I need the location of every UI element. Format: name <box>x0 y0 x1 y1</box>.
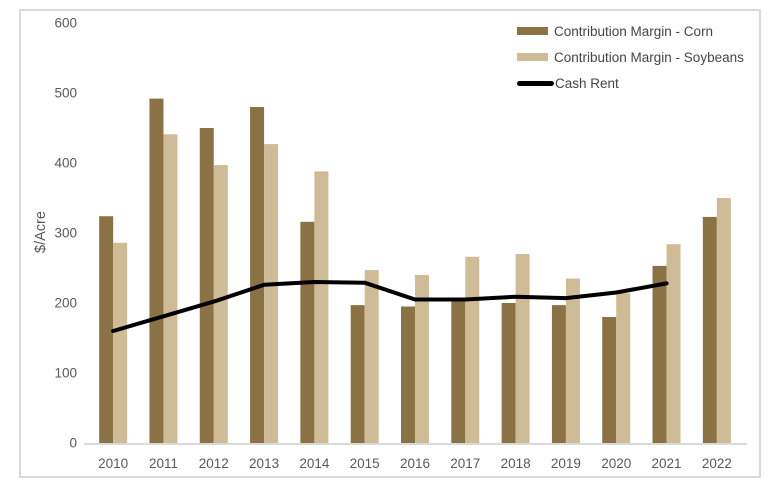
cash-rent-legend-line-icon <box>517 80 554 86</box>
x-axis-label: 2013 <box>249 456 279 471</box>
legend-item-corn: Contribution Margin - Corn <box>517 18 744 44</box>
bar-corn-2014 <box>300 221 315 443</box>
bar-soybeans-2011 <box>163 134 178 444</box>
bar-soybeans-2014 <box>314 171 329 443</box>
bar-soybeans-2013 <box>264 144 279 443</box>
bar-corn-2012 <box>199 128 214 443</box>
y-tick-label: 300 <box>54 226 77 241</box>
bar-corn-2018 <box>501 303 516 443</box>
x-axis-label: 2022 <box>702 456 732 471</box>
x-axis-label: 2020 <box>601 456 631 471</box>
legend-label-corn: Contribution Margin - Corn <box>554 23 714 39</box>
x-axis-label: 2011 <box>149 456 178 471</box>
y-tick-label: 100 <box>54 366 77 381</box>
bar-soybeans-2021 <box>666 244 681 443</box>
bar-soybeans-2015 <box>364 270 379 443</box>
bar-soybeans-2020 <box>616 293 631 443</box>
legend-item-cash-rent: Cash Rent <box>517 70 744 96</box>
legend-label-cash-rent: Cash Rent <box>555 75 619 91</box>
bar-corn-2015 <box>350 305 365 443</box>
bar-corn-2010 <box>99 216 114 443</box>
soybeans-legend-swatch-icon <box>517 53 548 61</box>
bar-corn-2016 <box>401 306 415 443</box>
corn-legend-swatch-icon <box>517 27 548 35</box>
bar-corn-2019 <box>551 305 566 443</box>
x-axis-label: 2018 <box>501 456 531 471</box>
y-tick-label: 500 <box>54 86 77 101</box>
bar-soybeans-2010 <box>113 242 128 443</box>
bar-soybeans-2012 <box>213 165 228 443</box>
legend-label-soybeans: Contribution Margin - Soybeans <box>554 49 744 65</box>
x-axis-label: 2021 <box>652 456 682 471</box>
x-axis-label: 2012 <box>199 456 229 471</box>
y-axis-title: $/Acre <box>33 211 49 253</box>
bar-soybeans-2018 <box>515 254 530 443</box>
x-axis-label: 2015 <box>350 456 380 471</box>
legend-item-soybeans: Contribution Margin - Soybeans <box>517 44 744 70</box>
x-axis-label: 2014 <box>299 456 330 471</box>
y-tick-label: 0 <box>69 436 77 451</box>
y-tick-label: 200 <box>54 296 77 311</box>
x-axis-label: 2019 <box>551 456 581 471</box>
y-tick-label: 400 <box>54 156 77 171</box>
x-axis-label: 2017 <box>450 456 480 471</box>
cash-rent-line <box>111 280 669 333</box>
bar-soybeans-2019 <box>565 278 580 443</box>
bar-soybeans-2022 <box>716 198 731 443</box>
bar-corn-2013 <box>250 107 265 443</box>
bar-corn-2011 <box>149 98 164 443</box>
bar-soybeans-2016 <box>415 275 429 443</box>
bar-corn-2020 <box>602 317 617 443</box>
bar-corn-2021 <box>652 265 667 443</box>
y-tick-label: 600 <box>54 16 77 31</box>
bar-corn-2022 <box>702 216 717 443</box>
bar-corn-2017 <box>451 300 466 443</box>
bar-soybeans-2017 <box>465 256 480 443</box>
x-axis-label: 2010 <box>98 456 128 471</box>
x-axis-label: 2016 <box>400 456 430 471</box>
legend: Contribution Margin - Corn Contribution … <box>517 18 744 96</box>
